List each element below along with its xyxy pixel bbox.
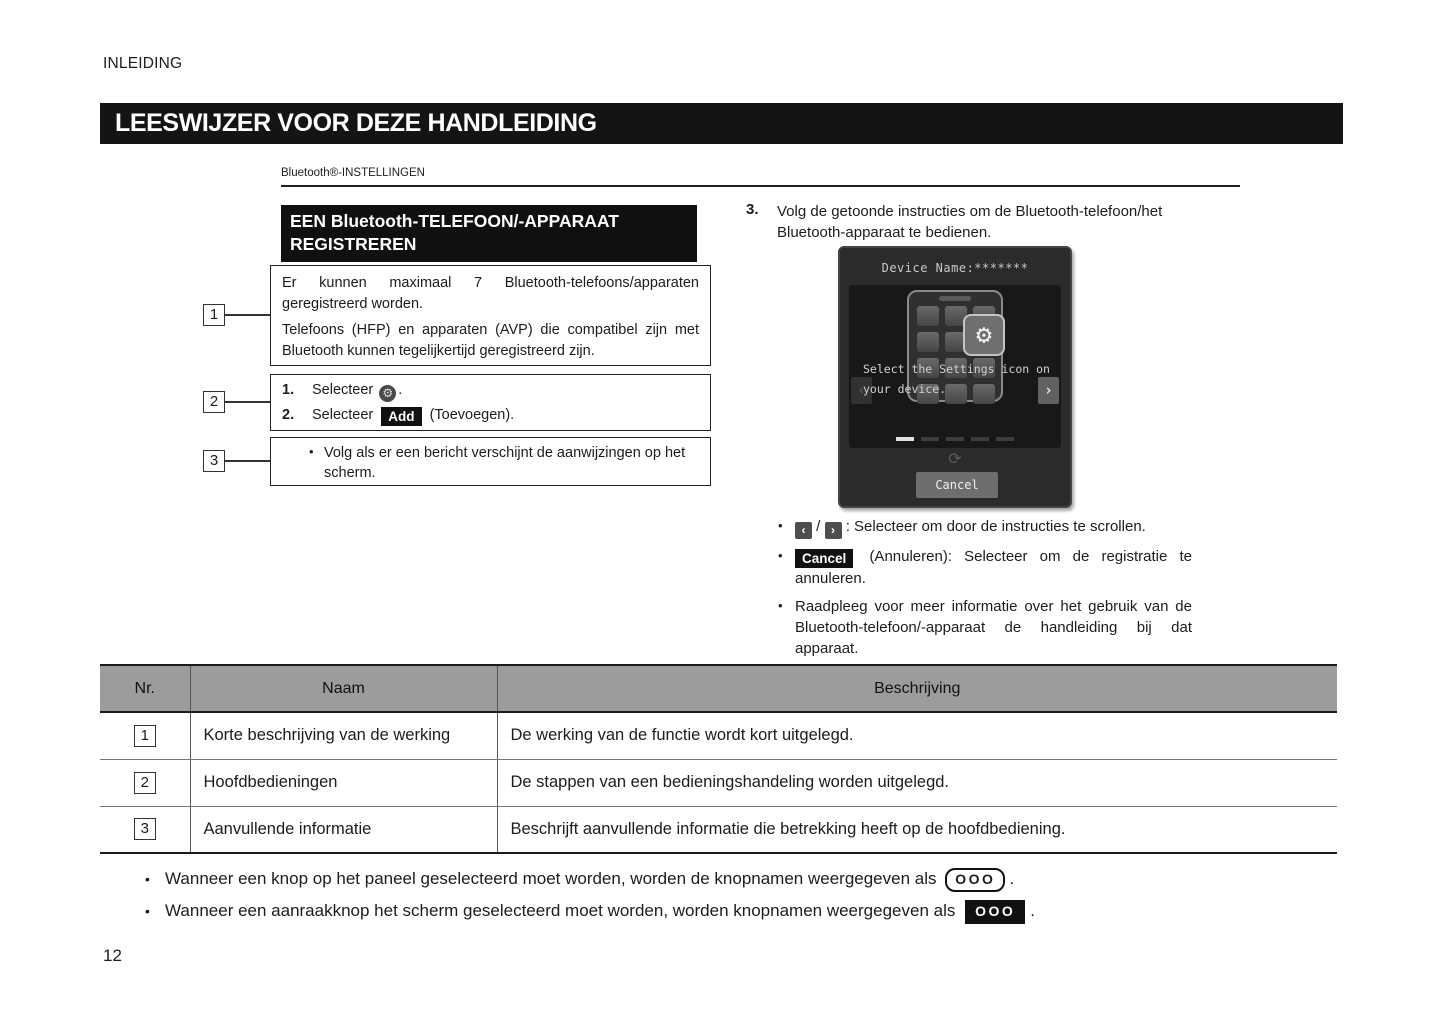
step-2-line: 2. Selecteer Add (Toevoegen). xyxy=(282,403,699,428)
note-scroll-arrows: • ‹ / › : Selecteer om door de instructi… xyxy=(778,518,1146,539)
device-name-text: Device Name:******* xyxy=(881,261,1029,275)
settings-icon: ⚙ xyxy=(379,385,397,402)
chapter-title-banner: LEESWIJZER VOOR DEZE HANDLEIDING xyxy=(100,103,1343,144)
callout-marker-1: 1 xyxy=(203,304,225,326)
step-1-number: 1. xyxy=(282,382,295,398)
footer-note-touch-button: • Wanneer een aanraakknop het scherm ges… xyxy=(145,900,1035,924)
row-naam: Korte beschrijving van de werking xyxy=(189,712,497,760)
row-naam: Aanvullende informatie xyxy=(189,806,497,854)
cancel-note-text: (Annuleren): Selecteer om de registratie… xyxy=(795,548,1192,587)
row-beschrijving: De stappen van een bedieningshandeling w… xyxy=(496,759,1337,807)
bullet-icon: • xyxy=(778,598,783,613)
step-1-text: Selecteer ⚙. xyxy=(312,382,403,402)
description-paragraph-1: Er kunnen maximaal 7 Bluetooth-telefoons… xyxy=(282,275,699,312)
bullet-icon: • xyxy=(778,518,783,533)
prev-key-icon: ‹ xyxy=(795,522,812,539)
row-naam: Hoofdbedieningen xyxy=(189,759,497,807)
callout-box-description: Er kunnen maximaal 7 Bluetooth-telefoons… xyxy=(270,265,711,366)
step-2-text: Selecteer Add (Toevoegen). xyxy=(312,407,515,426)
callout-connector-3 xyxy=(225,460,270,462)
bullet-icon: • xyxy=(145,871,150,888)
phone-speaker xyxy=(939,296,971,301)
chapter-title: LEESWIJZER VOOR DEZE HANDLEIDING xyxy=(115,109,597,137)
note-more-info: • Raadpleeg voor meer informatie over he… xyxy=(778,596,1192,659)
side-notes: • ‹ / › : Selecteer om door de instructi… xyxy=(778,516,1192,666)
cancel-button-badge: Cancel xyxy=(795,549,854,568)
footer-note-panel-button: • Wanneer een knop op het paneel geselec… xyxy=(145,868,1014,892)
next-arrow-icon: › xyxy=(1038,377,1059,404)
section-label: INLEIDING xyxy=(103,55,183,72)
loading-icon: ⟳ xyxy=(948,449,962,468)
bullet-icon: • xyxy=(309,444,314,459)
cancel-button: Cancel xyxy=(916,472,998,498)
column-header-beschrijving: Beschrijving xyxy=(496,664,1337,713)
extra-info-bullet: • Volg als er een bericht verschijnt de … xyxy=(309,443,700,483)
breadcrumb: Bluetooth®-INSTELLINGEN xyxy=(281,167,425,179)
row-marker: 3 xyxy=(133,818,156,841)
add-button-badge: Add xyxy=(381,407,422,426)
page-indicator-dots xyxy=(849,437,1061,441)
callout-box-steps: 1. Selecteer ⚙. 2. Selecteer Add (Toevoe… xyxy=(270,374,711,431)
step-2-number: 2. xyxy=(282,407,295,423)
column-header-nr: Nr. xyxy=(100,664,190,713)
table-row: 2 Hoofdbedieningen De stappen van een be… xyxy=(100,759,1337,807)
table-header-row: Nr. Naam Beschrijving xyxy=(100,664,1337,713)
bullet-icon: • xyxy=(145,903,150,920)
more-info-text: Raadpleeg voor meer informatie over het … xyxy=(795,598,1192,657)
step-3-number: 3. xyxy=(746,201,759,218)
next-key-icon: › xyxy=(824,522,842,539)
page-number: 12 xyxy=(103,946,122,965)
callout-box-extra-info: • Volg als er een bericht verschijnt de … xyxy=(270,437,711,486)
legend-table: Nr. Naam Beschrijving 1 Korte beschrijvi… xyxy=(100,664,1337,854)
callout-connector-2 xyxy=(225,401,270,403)
device-screen-illustration: Device Name:******* ⚙ ‹ › Select the Set… xyxy=(838,246,1072,508)
prev-arrow-icon: ‹ xyxy=(851,377,872,404)
row-beschrijving: Beschrijft aanvullende informatie die be… xyxy=(496,806,1337,854)
arrows-note-text: : Selecteer om door de instructies te sc… xyxy=(845,518,1146,535)
table-row: 1 Korte beschrijving van de werking De w… xyxy=(100,712,1337,760)
extra-info-text: Volg als er een bericht verschijnt de aa… xyxy=(324,445,686,481)
phone-illustration: ⚙ xyxy=(907,290,1005,404)
settings-app-icon: ⚙ xyxy=(963,314,1005,356)
callout-connector-1 xyxy=(225,314,270,316)
panel-button-badge: OOO xyxy=(945,868,1006,892)
screen-instruction: Select the Settings icon on your device. xyxy=(863,362,1050,397)
row-beschrijving: De werking van de functie wordt kort uit… xyxy=(496,712,1337,760)
description-paragraph-2: Telefoons (HFP) en apparaten (AVP) die c… xyxy=(282,322,699,359)
callout-marker-3: 3 xyxy=(203,450,225,472)
row-marker: 1 xyxy=(133,724,156,747)
note-cancel: • Cancel (Annuleren): Selecteer om de re… xyxy=(778,546,1192,589)
bullet-icon: • xyxy=(778,548,783,563)
device-screen-panel: ⚙ ‹ › Select the Settings icon on your d… xyxy=(849,285,1061,448)
touch-button-badge: OOO xyxy=(965,900,1026,924)
column-header-naam: Naam xyxy=(189,664,497,713)
step-3-text: Volg de getoonde instructies om de Bluet… xyxy=(777,203,1163,242)
breadcrumb-rule xyxy=(281,185,1240,187)
step-1-line: 1. Selecteer ⚙. xyxy=(282,378,699,403)
callout-marker-2: 2 xyxy=(203,391,225,413)
row-marker: 2 xyxy=(133,771,156,794)
table-row: 3 Aanvullende informatie Beschrijft aanv… xyxy=(100,806,1337,854)
topic-heading: EEN Bluetooth-TELEFOON/-APPARAAT REGISTR… xyxy=(281,205,697,263)
